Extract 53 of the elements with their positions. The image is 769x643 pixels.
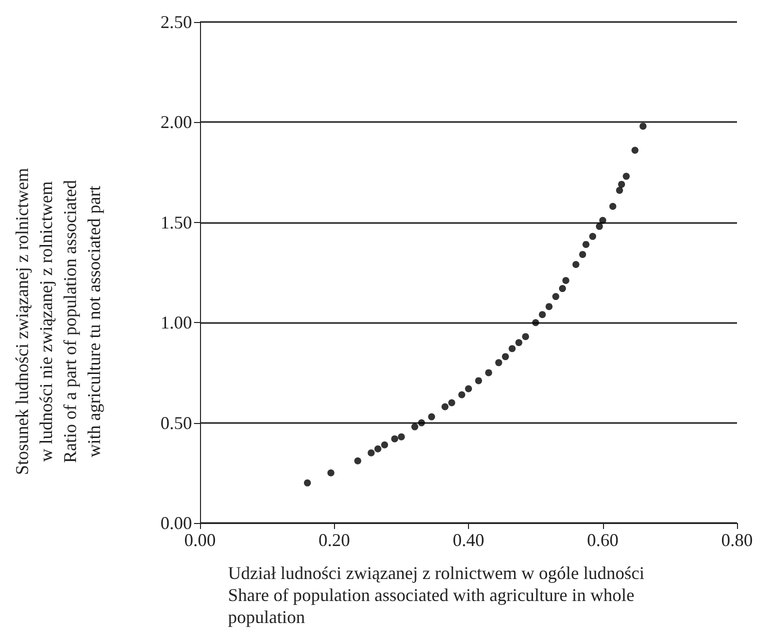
x-tick-label: 0.40 <box>452 530 484 550</box>
point <box>582 240 590 248</box>
y-tick-label: 2.00 <box>160 112 192 132</box>
point <box>458 391 466 398</box>
point <box>327 469 334 476</box>
x-tick-label: 0.60 <box>587 530 618 550</box>
point <box>391 435 398 442</box>
point <box>599 216 606 224</box>
point <box>562 277 570 284</box>
point <box>609 202 616 210</box>
point <box>532 319 540 326</box>
point <box>465 385 472 392</box>
point <box>442 403 449 410</box>
point <box>374 445 382 452</box>
point <box>495 359 502 366</box>
y-tick-label: 1.00 <box>160 312 192 333</box>
x-axis-title: Udział ludności związanej z rolnictwem w ogóle ludności Share of population associated with agriculture in whole population <box>228 563 644 627</box>
point <box>616 186 624 194</box>
point <box>579 250 586 258</box>
point <box>304 479 311 486</box>
x-tick-label: 0.00 <box>184 530 216 550</box>
point <box>354 457 362 464</box>
point <box>546 303 553 310</box>
point <box>398 433 405 440</box>
point <box>418 419 426 426</box>
point <box>508 345 516 352</box>
point <box>631 146 638 154</box>
point <box>618 180 626 188</box>
point <box>502 353 509 360</box>
point <box>558 285 566 292</box>
point <box>368 449 375 456</box>
y-tick-label: 0.50 <box>160 412 192 433</box>
point <box>381 441 388 448</box>
point <box>475 377 482 384</box>
y-axis-title: Stosunek ludności związanej z rolnictwem w ludności nie związanej z rolnictwem Ratio of a part of population associated with agriculture tu not associated part <box>12 168 104 475</box>
point <box>572 260 580 268</box>
point <box>538 311 546 318</box>
point <box>640 122 647 130</box>
point <box>485 369 492 376</box>
point <box>622 172 630 180</box>
y-tick-label: 2.50 <box>160 12 192 32</box>
x-tick-label: 0.20 <box>318 530 350 550</box>
point <box>522 333 530 340</box>
y-tick-label: 1.50 <box>160 212 192 232</box>
x-tick-label: 0.80 <box>721 530 753 550</box>
point <box>596 222 603 230</box>
point <box>428 413 436 420</box>
y-tick-label: 0.00 <box>160 513 192 533</box>
point <box>515 339 522 346</box>
point <box>448 399 456 406</box>
point <box>589 232 596 240</box>
point <box>411 423 418 430</box>
point <box>552 293 560 300</box>
